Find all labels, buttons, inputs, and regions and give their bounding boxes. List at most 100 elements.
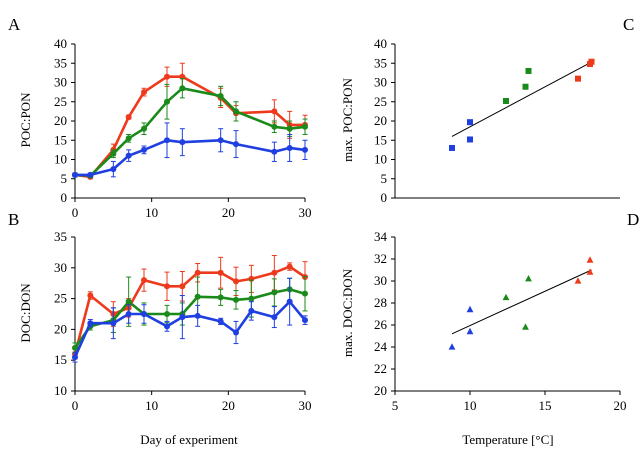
panel-a-y-tick-label: 5 <box>61 171 68 186</box>
panel-b-y-tick-label: 25 <box>54 291 67 306</box>
panel-d-point-triangle <box>574 277 582 284</box>
panel-a-x-tick-label: 10 <box>145 205 158 220</box>
panel-d-y-tick-label: 24 <box>374 339 388 354</box>
panel-b-series-1-line <box>73 288 306 349</box>
panel-d-xlabel: Temperature [°C] <box>462 432 553 447</box>
panel-b-x-tick-label: 20 <box>222 398 235 413</box>
panel-b-ylabel: DOC:DON <box>18 283 33 343</box>
panel-a-series-1-point <box>286 125 293 132</box>
panel-a-y-tick-label: 10 <box>54 152 67 167</box>
panel-a-series-1-point <box>179 85 186 92</box>
panel-b-series-1-point <box>233 296 239 303</box>
panel-a-series-2-point <box>217 137 224 144</box>
panel-d-y-tick-label: 30 <box>374 273 387 288</box>
panel-a-series-2-point <box>72 171 78 178</box>
panel-d-y-tick-label: 26 <box>374 317 388 332</box>
panel-a-series-1-point <box>233 108 239 115</box>
panel-d-x-tick-label: 10 <box>464 398 477 413</box>
panel-b-series-2-point <box>233 329 239 336</box>
panel-a-series-0-line <box>74 75 305 179</box>
panel-a-y-tick-label: 30 <box>54 75 67 90</box>
panel-a-x-tick-label: 20 <box>222 205 235 220</box>
panel-a-series-2-point <box>164 137 170 144</box>
panel-a-series-1-point <box>141 125 147 132</box>
panel-a-series-1-line <box>74 87 306 177</box>
panel-b-series-2-point <box>72 354 78 361</box>
panel-a-y-tick-label: 15 <box>54 132 67 147</box>
panel-a-series-2-point <box>125 152 132 159</box>
panel-d-y-tick-label: 32 <box>374 251 387 266</box>
panel-c-y-tick-label: 30 <box>374 75 387 90</box>
panel-b-series-2-point <box>164 323 170 330</box>
panel-c-point-square <box>467 119 473 126</box>
panel-c-point-square <box>449 144 455 151</box>
panel-a-series-2-point <box>286 144 293 151</box>
panel-d-trendline <box>451 269 592 335</box>
panel-letter-a: A <box>8 15 21 34</box>
panel-d-x-tick-label: 5 <box>392 398 399 413</box>
panel-b-y-tick-label: 15 <box>54 352 67 367</box>
panel-c-point-square <box>503 97 509 104</box>
panel-b-y-tick-label: 20 <box>54 321 67 336</box>
panel-a-y-tick-label: 25 <box>54 94 67 109</box>
panel-b-series-2-point <box>141 311 147 317</box>
panel-d-point-triangle <box>466 327 474 335</box>
panel-c-y-tick-label: 15 <box>374 132 387 147</box>
panel-d-point-triangle <box>522 323 529 330</box>
panel-a-series-1-point <box>302 123 308 130</box>
panel-letter-c: C <box>623 15 634 34</box>
panel-a-y-tick-label: 35 <box>54 55 67 70</box>
panel-c-y-tick-label: 20 <box>374 113 387 128</box>
panel-a-y-tick-label: 20 <box>54 113 67 128</box>
panel-a-y-tick-label: 0 <box>61 190 68 205</box>
panel-a-ylabel: POC:PON <box>18 92 33 148</box>
panel-b-series-0-point <box>164 283 170 290</box>
panel-c-y-tick-label: 25 <box>374 94 387 109</box>
panel-b-series-0-point <box>87 292 94 299</box>
panel-b-series-1-point <box>125 298 132 305</box>
panel-d-point-triangle <box>448 343 456 350</box>
panel-a-series-2-point <box>179 139 186 146</box>
panel-c-trendline <box>451 61 592 137</box>
panel-c-point-square <box>575 75 581 82</box>
panel-d-ylabel: max. DOC:DON <box>340 268 355 357</box>
panel-b-series-0-point <box>217 269 224 276</box>
panel-c-y-tick-label: 40 <box>374 36 387 51</box>
panel-b-series-1-point <box>72 344 78 351</box>
panel-a-series-0-point <box>271 108 278 115</box>
panel-b-y-tick-label: 35 <box>54 229 67 244</box>
panel-c-y-tick-label: 35 <box>374 55 387 70</box>
panel-d-point-triangle <box>502 293 510 301</box>
panel-letter-b: B <box>8 210 19 229</box>
panel-c-y-tick-label: 10 <box>374 152 387 167</box>
panel-a-series-0-point <box>125 114 132 121</box>
panel-a-series-2-point <box>302 146 308 153</box>
panel-d-y-tick-label: 34 <box>374 229 388 244</box>
panel-b-series-1-point <box>248 295 255 302</box>
panel-a-series-2-point <box>141 146 147 153</box>
panel-b-series-2-point <box>217 318 224 325</box>
panel-b-series-2-point <box>125 311 132 317</box>
panel-b-series-0-point <box>271 269 278 276</box>
panel-c-y-tick-label: 0 <box>381 190 388 205</box>
panel-a-series-2-point <box>233 141 239 148</box>
panel-b-series-0-point <box>194 269 201 276</box>
panel-d-y-tick-label: 28 <box>374 295 387 310</box>
panel-a-x-tick-label: 30 <box>299 205 312 220</box>
panel-b-series-0-point <box>179 283 186 290</box>
panel-a-series-2-point <box>271 148 278 155</box>
panel-d-point-triangle <box>466 305 474 313</box>
panel-d-x-tick-label: 15 <box>539 398 552 413</box>
panel-c-ylabel: max. POC:PON <box>340 77 355 161</box>
panel-a-series-0-point <box>164 73 170 80</box>
panel-b-xlabel: Day of experiment <box>140 432 238 447</box>
panel-b-series-0-point <box>141 277 147 284</box>
panel-a-y-tick-label: 40 <box>54 36 67 51</box>
panel-d-point-triangle <box>525 275 532 282</box>
panel-b-series-1-point <box>302 290 308 297</box>
panel-b-series-1-point <box>271 289 278 296</box>
panel-a-series-1-point <box>164 98 170 105</box>
panel-b-series-2-point <box>194 312 201 319</box>
panel-a-series-1-point <box>217 92 224 99</box>
